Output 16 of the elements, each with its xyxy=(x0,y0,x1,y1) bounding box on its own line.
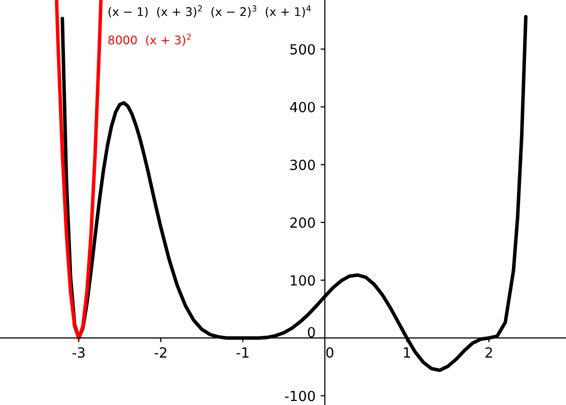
y-tick-label: 500 xyxy=(290,44,315,55)
x-tick-label: -2 xyxy=(154,347,166,358)
x-tick-label: 2 xyxy=(485,347,492,358)
y-tick-label: 400 xyxy=(290,102,315,112)
text: (x − 1) (x + 3)$^{2}$ (x − 2)$^{3}$ (x + 1)$^{4}$ xyxy=(108,5,311,18)
x-tick-label: -1 xyxy=(236,347,248,358)
y-tick-label: -100 xyxy=(284,390,315,402)
y-tick-label: 100 xyxy=(290,275,315,286)
y-tick-label: 200 xyxy=(290,217,315,228)
line-series xyxy=(54,0,103,340)
y-tick-label: 300 xyxy=(290,160,315,170)
x-tick-label: -3 xyxy=(72,347,85,358)
series-label: 8000 (x + 3)$^{2}$ xyxy=(108,34,191,46)
x-tick-label: 0 xyxy=(326,347,334,358)
x-tick-label: 1 xyxy=(404,347,410,358)
y-tick-label: 0 xyxy=(308,326,315,338)
